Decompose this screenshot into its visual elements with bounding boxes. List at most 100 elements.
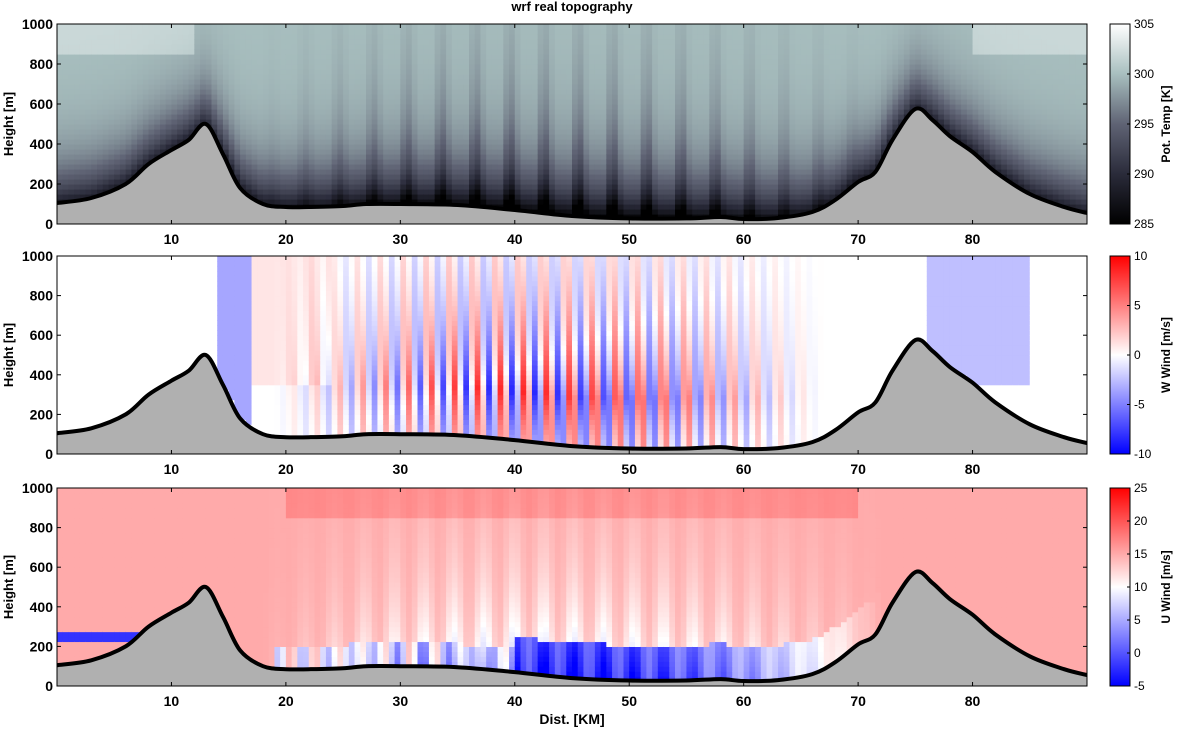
heatmap-cell [760, 124, 768, 130]
heatmap-cell [617, 54, 625, 60]
heatmap-cell [108, 94, 115, 100]
heatmap-cell [320, 84, 327, 90]
heatmap-cell [715, 54, 722, 60]
heatmap-cell [709, 29, 716, 35]
heatmap-cell [354, 54, 361, 60]
heatmap-cell [74, 124, 81, 130]
heatmap-cell [251, 44, 258, 50]
heatmap-cell [440, 184, 447, 190]
heatmap-cell [623, 164, 630, 170]
heatmap-cell [222, 149, 230, 155]
heatmap-cell [171, 114, 178, 120]
heatmap-cell [314, 179, 321, 185]
heatmap-cell [394, 49, 401, 55]
heatmap-cell [240, 154, 247, 160]
heatmap-cell [97, 154, 104, 160]
heatmap-cell [125, 159, 132, 165]
heatmap-cell [314, 129, 321, 135]
heatmap-cell [463, 79, 470, 85]
heatmap-cell [148, 29, 155, 35]
heatmap-cell [383, 139, 390, 145]
heatmap-cell [583, 189, 590, 195]
heatmap-cell [234, 34, 241, 40]
heatmap-cell [165, 29, 173, 35]
heatmap-cell [526, 169, 533, 175]
heatmap-cell [623, 39, 630, 45]
heatmap-cell [245, 79, 253, 85]
heatmap-cell [549, 189, 556, 195]
heatmap-cell [732, 184, 739, 190]
heatmap-cell [79, 164, 87, 170]
heatmap-cell [737, 104, 745, 110]
heatmap-cell [463, 29, 470, 35]
heatmap-cell [228, 84, 235, 90]
heatmap-cell [285, 184, 293, 190]
heatmap-cell [612, 114, 619, 120]
heatmap-cell [623, 169, 630, 175]
heatmap-cell [388, 169, 396, 175]
heatmap-cell [749, 164, 756, 170]
heatmap-cell [623, 189, 630, 195]
heatmap-cell [755, 34, 762, 40]
heatmap-cell [514, 94, 522, 100]
heatmap-cell [343, 149, 350, 155]
heatmap-cell [526, 149, 533, 155]
heatmap-cell [119, 24, 127, 30]
heatmap-cell [652, 24, 659, 30]
heatmap-cell [366, 189, 373, 195]
heatmap-cell [669, 139, 676, 145]
heatmap-cell [646, 64, 653, 70]
heatmap-cell [486, 99, 493, 105]
heatmap-cell [732, 164, 739, 170]
heatmap-cell [428, 49, 436, 55]
heatmap-cell [589, 74, 596, 80]
heatmap-cell [388, 194, 396, 200]
heatmap-cell [703, 139, 710, 145]
heatmap-cell [766, 159, 773, 165]
heatmap-cell [623, 139, 630, 145]
heatmap-cell [91, 134, 98, 140]
heatmap-cell [514, 134, 522, 140]
heatmap-cell [446, 109, 453, 115]
heatmap-cell [646, 104, 653, 110]
heatmap-cell [274, 79, 281, 85]
heatmap-cell [600, 109, 607, 115]
heatmap-cell [222, 114, 230, 120]
heatmap-cell [583, 184, 590, 190]
heatmap-cell [108, 149, 115, 155]
heatmap-cell [423, 124, 430, 130]
heatmap-cell [211, 119, 218, 125]
heatmap-cell [62, 89, 70, 95]
heatmap-cell [732, 119, 739, 125]
heatmap-cell [755, 149, 762, 155]
heatmap-cell [474, 139, 482, 145]
heatmap-cell [760, 54, 768, 60]
heatmap-cell [486, 24, 493, 30]
heatmap-cell [560, 114, 567, 120]
heatmap-cell [577, 144, 585, 150]
heatmap-cell [760, 39, 768, 45]
heatmap-cell [297, 164, 304, 170]
heatmap-cell [720, 149, 728, 155]
heatmap-cell [291, 84, 298, 90]
heatmap-cell [308, 114, 316, 120]
heatmap-cell [474, 54, 482, 60]
heatmap-cell [572, 49, 579, 55]
heatmap-cell [554, 149, 562, 155]
heatmap-cell [217, 64, 224, 70]
heatmap-cell [755, 94, 762, 100]
heatmap-cell [423, 94, 430, 100]
heatmap-cell [526, 199, 533, 205]
heatmap-cell [709, 114, 716, 120]
heatmap-cell [263, 189, 270, 195]
heatmap-cell [148, 99, 155, 105]
heatmap-cell [766, 114, 773, 120]
heatmap-cell [491, 24, 499, 30]
heatmap-cell [79, 24, 87, 30]
heatmap-cell [297, 169, 304, 175]
heatmap-cell [245, 184, 253, 190]
heatmap-cell [285, 29, 293, 35]
heatmap-cell [640, 79, 647, 85]
heatmap-cell [503, 24, 510, 30]
heatmap-cell [646, 184, 653, 190]
